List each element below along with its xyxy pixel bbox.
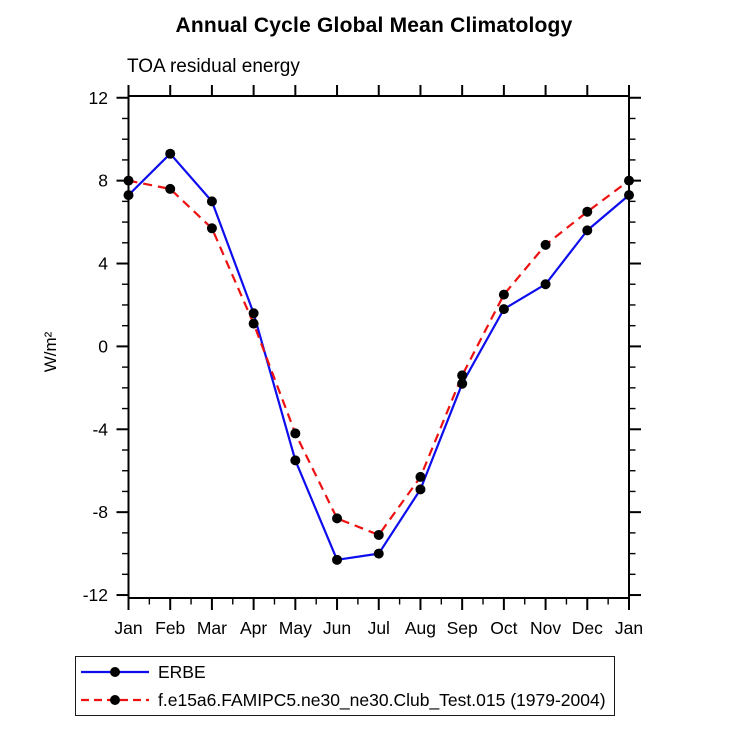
data-point [332, 554, 343, 565]
x-tick-label: Dec [572, 618, 603, 638]
data-point [498, 304, 509, 315]
legend-item-erbe: ERBE [79, 659, 614, 685]
x-tick-label: May [279, 618, 312, 638]
y-tick-label: 4 [98, 254, 108, 274]
y-tick-label: -12 [83, 585, 108, 605]
data-point [373, 548, 384, 559]
y-tick-label: 8 [98, 171, 108, 191]
y-tick-label: -4 [92, 419, 108, 439]
x-tick-label: Apr [240, 618, 267, 638]
legend-marker-dot [110, 695, 120, 705]
data-point [165, 148, 176, 159]
data-point [415, 484, 426, 495]
data-point [248, 308, 259, 319]
data-point [290, 428, 301, 439]
plot-frame [127, 95, 630, 599]
data-point [373, 529, 384, 540]
data-point [165, 183, 176, 194]
data-point [498, 289, 509, 300]
data-point [415, 471, 426, 482]
x-tick-label: Jun [323, 618, 351, 638]
data-point [457, 370, 468, 381]
data-point [624, 175, 634, 186]
x-tick-label: Nov [530, 618, 561, 638]
data-point [123, 190, 134, 201]
y-tick-label: 0 [98, 336, 108, 356]
chart-title: Annual Cycle Global Mean Climatology [175, 14, 573, 37]
y-tick-label: 12 [89, 88, 108, 108]
data-point [290, 455, 301, 466]
data-point [582, 206, 593, 217]
data-point [624, 190, 634, 201]
data-point [206, 196, 217, 207]
x-tick-label: Jan [114, 618, 142, 638]
data-point [540, 239, 551, 250]
chart-subtitle: TOA residual energy [127, 56, 300, 77]
legend-line-sample [81, 667, 149, 677]
series-line-erbe [127, 152, 630, 561]
x-tick-label: Sep [447, 618, 478, 638]
series-line-model [128, 179, 630, 537]
data-point [540, 279, 551, 290]
x-tick-label: Jan [615, 618, 643, 638]
legend-line-sample [81, 695, 149, 705]
data-point [582, 225, 593, 236]
data-point [123, 175, 134, 186]
data-point [206, 223, 217, 234]
x-tick-label: Aug [405, 618, 436, 638]
x-tick-label: Mar [197, 618, 227, 638]
x-tick-label: Feb [155, 618, 185, 638]
data-point [248, 318, 259, 329]
legend-item-model: f.e15a6.FAMIPC5.ne30_ne30.Club_Test.015 … [79, 687, 614, 713]
data-point [332, 513, 343, 524]
x-tick-label: Jul [368, 618, 390, 638]
legend-marker-dot [110, 667, 120, 677]
data-point [457, 378, 468, 389]
legend: ERBE f.e15a6.FAMIPC5.ne30_ne30.Club_Test.… [75, 656, 615, 716]
y-tick-label: -8 [92, 502, 108, 522]
x-tick-label: Oct [490, 618, 517, 638]
legend-label: ERBE [158, 661, 206, 682]
legend-label: f.e15a6.FAMIPC5.ne30_ne30.Club_Test.015 … [158, 689, 606, 710]
